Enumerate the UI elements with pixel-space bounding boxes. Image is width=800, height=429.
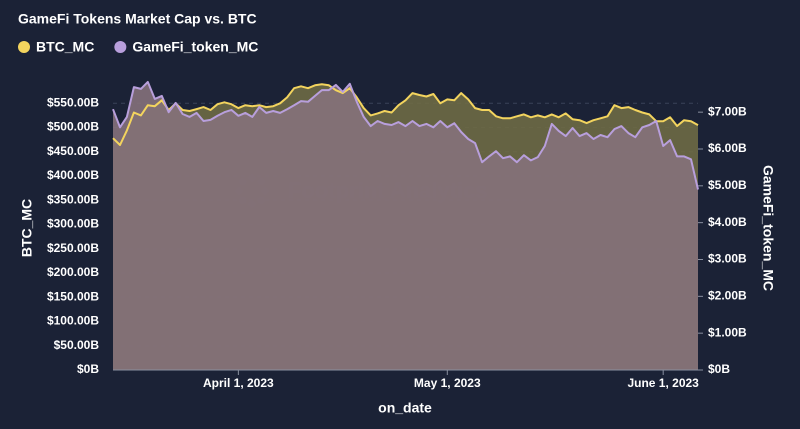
x-tick-label: April 1, 2023 [203, 376, 274, 390]
x-axis-title: on_date [378, 400, 432, 416]
legend-swatch [114, 41, 127, 53]
y-tick-label: $200.00B [47, 265, 99, 279]
y-tick-label: $0B [77, 362, 99, 376]
y-tick-label: $100.00B [47, 314, 99, 328]
y2-axis-title: GameFi_token_MC [760, 165, 776, 291]
y-tick-label: $250.00B [47, 241, 99, 255]
legend-label: BTC_MC [36, 39, 94, 55]
legend-label: GameFi_token_MC [132, 39, 258, 55]
area-fill [113, 81, 698, 371]
y-axis-title: BTC_MC [19, 199, 35, 257]
y2-tick-label: $1.00B [708, 325, 747, 339]
y-tick-label: $550.00B [47, 95, 99, 109]
series-line [112, 80, 699, 190]
y-tick-label: $350.00B [47, 192, 99, 206]
chart-title: GameFi Tokens Market Cap vs. BTC [18, 11, 257, 27]
y-tick-label: $300.00B [47, 217, 99, 231]
y-tick-label: $400.00B [47, 168, 99, 182]
y-tick-label: $500.00B [47, 120, 99, 134]
series-line [112, 83, 699, 146]
y-tick-label: $450.00B [47, 144, 99, 158]
y-tick-label: $150.00B [47, 289, 99, 303]
y2-tick-label: $0B [708, 362, 730, 376]
y2-tick-label: $6.00B [708, 141, 747, 155]
y2-tick-label: $2.00B [708, 289, 747, 303]
y2-tick-label: $5.00B [708, 178, 747, 192]
y2-tick-label: $7.00B [708, 104, 747, 118]
x-tick-label: June 1, 2023 [627, 376, 699, 390]
y2-tick-label: $4.00B [708, 215, 747, 229]
x-tick-label: May 1, 2023 [414, 376, 481, 390]
legend-swatch [18, 41, 30, 53]
y2-tick-label: $3.00B [708, 252, 747, 266]
y-tick-label: $50.00B [54, 338, 100, 352]
